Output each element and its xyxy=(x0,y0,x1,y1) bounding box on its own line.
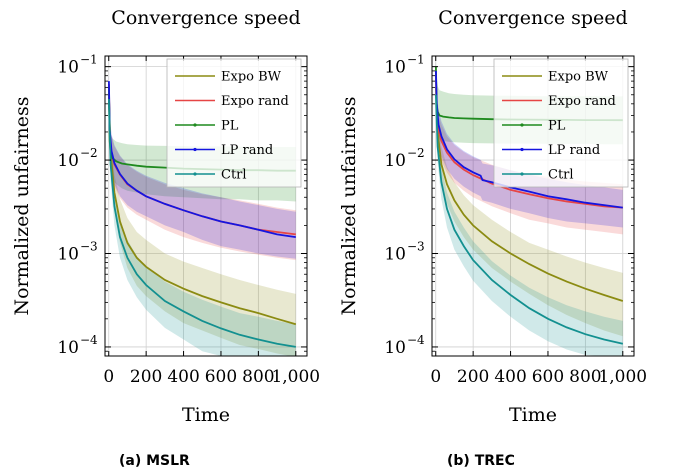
legend-item: LP rand xyxy=(175,143,273,158)
x-tick-label: 1,000 xyxy=(271,367,320,387)
legend-item: Ctrl xyxy=(175,168,247,183)
band-lp-rand xyxy=(108,73,296,259)
x-tick-label: 200 xyxy=(457,367,489,387)
y-tick-label: 10 xyxy=(57,245,79,265)
band-expo-bw xyxy=(435,75,623,337)
legend-item: Ctrl xyxy=(502,168,574,183)
chart-title: Convergence speed xyxy=(111,7,300,29)
subfigure-caption: (a) MSLR xyxy=(119,453,190,469)
band-ctrl xyxy=(108,87,296,356)
legend-item: Expo BW xyxy=(502,70,609,85)
y-tick-exponent: −3 xyxy=(80,240,98,254)
y-tick-exponent: −1 xyxy=(407,53,425,67)
x-tick-label: 400 xyxy=(167,367,199,387)
legend-item: Expo rand xyxy=(175,94,289,109)
y-tick-exponent: −3 xyxy=(407,240,425,254)
series-line-ctrl xyxy=(108,98,296,348)
y-tick-label: 10 xyxy=(57,151,79,171)
legend-marker xyxy=(520,172,524,176)
legend: Expo BW Expo rand PL LP rand Ctrl xyxy=(493,58,629,188)
x-tick-label: 0 xyxy=(103,367,114,387)
legend-label: LP rand xyxy=(221,143,273,158)
legend-label: Expo BW xyxy=(548,70,609,85)
series-line-lp-rand xyxy=(108,81,296,238)
series-line-expo-bw xyxy=(435,87,624,302)
legend-label: Ctrl xyxy=(548,168,574,183)
y-tick-label: 10 xyxy=(384,151,406,171)
series-line-expo-bw xyxy=(108,94,297,326)
x-tick-label: 200 xyxy=(130,367,162,387)
y-tick-exponent: −4 xyxy=(407,333,425,347)
y-tick-exponent: −2 xyxy=(407,146,425,160)
x-tick-label: 400 xyxy=(494,367,526,387)
legend-marker xyxy=(193,123,197,127)
y-tick-label: 10 xyxy=(384,245,406,265)
legend-item: PL xyxy=(175,119,239,134)
legend-label: Expo rand xyxy=(221,94,289,109)
legend-marker xyxy=(520,123,524,127)
y-axis-label: Normalized unfairness xyxy=(338,96,360,315)
legend-label: Expo BW xyxy=(221,70,282,85)
x-tick-label: 800 xyxy=(242,367,274,387)
legend-item: Expo rand xyxy=(502,94,616,109)
legend: Expo BW Expo rand PL LP rand Ctrl xyxy=(166,58,302,188)
legend-box xyxy=(166,58,302,188)
y-tick-label: 10 xyxy=(57,338,79,358)
x-tick-label: 600 xyxy=(205,367,237,387)
y-tick-label: 10 xyxy=(384,338,406,358)
y-tick-label: 10 xyxy=(384,58,406,78)
x-tick-label: 1,000 xyxy=(598,367,647,387)
band-expo-rand xyxy=(108,75,296,261)
legend-label: LP rand xyxy=(548,143,600,158)
legend-label: PL xyxy=(548,119,566,134)
legend-marker xyxy=(193,147,197,152)
y-axis-label: Normalized unfairness xyxy=(11,96,33,315)
axes-frame xyxy=(104,55,308,357)
chart-title: Convergence speed xyxy=(438,7,627,29)
legend-label: Ctrl xyxy=(221,168,247,183)
series-line-lp-rand xyxy=(435,70,623,209)
subfigure-caption: (b) TREC xyxy=(447,453,515,469)
y-tick-exponent: −1 xyxy=(80,53,98,67)
x-axis-label: Time xyxy=(509,404,557,426)
legend-marker xyxy=(193,172,197,176)
legend-item: Expo BW xyxy=(175,70,282,85)
legend-item: LP rand xyxy=(502,143,600,158)
band-expo-bw xyxy=(108,81,296,356)
legend-label: Expo rand xyxy=(548,94,616,109)
band-ctrl xyxy=(435,84,623,356)
legend-box xyxy=(493,58,629,188)
y-tick-label: 10 xyxy=(57,58,79,78)
x-tick-label: 800 xyxy=(569,367,601,387)
x-tick-label: 0 xyxy=(430,367,441,387)
axes-frame xyxy=(431,55,635,357)
y-tick-exponent: −4 xyxy=(80,333,98,347)
legend-label: PL xyxy=(221,119,239,134)
band-expo-rand xyxy=(435,66,623,235)
x-tick-label: 600 xyxy=(532,367,564,387)
y-tick-exponent: −2 xyxy=(80,146,98,160)
x-axis-label: Time xyxy=(182,404,230,426)
legend-marker xyxy=(520,147,524,152)
legend-item: PL xyxy=(502,119,566,134)
series-line-ctrl xyxy=(435,94,624,345)
